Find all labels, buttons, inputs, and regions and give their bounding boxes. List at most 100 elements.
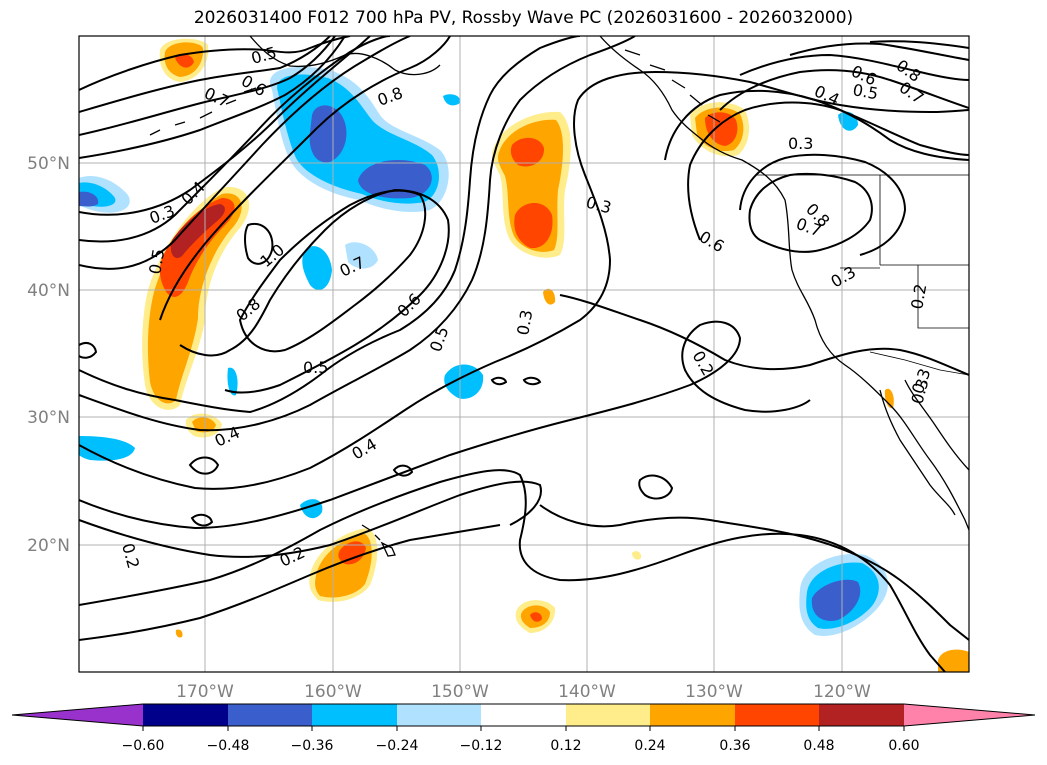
anomaly-positive-central: [514, 202, 553, 249]
anomaly-negative-west: [79, 191, 99, 207]
contour-label: 0.2: [907, 282, 930, 310]
coastline-aleutians: [149, 87, 257, 136]
contour-line: [79, 480, 542, 558]
contour-line: [79, 524, 501, 641]
contour-line: [188, 456, 220, 475]
pv-anomaly-shading: [79, 38, 969, 672]
colorbar-tick-label: −0.24: [376, 738, 419, 754]
longitude-axis: 170°W 160°W 150°W 140°W 130°W 120°W: [176, 682, 871, 702]
coastline-bc-islands: [624, 49, 721, 123]
lon-label-140w: 140°W: [558, 682, 616, 702]
colorbar-segment: [650, 704, 735, 726]
anomaly-positive-east: [705, 112, 738, 146]
colorbar-segment: [312, 704, 397, 726]
contour-line: [79, 36, 346, 159]
contour-line: [244, 222, 274, 265]
coastline-baja: [879, 389, 956, 516]
anomaly-positive-small: [175, 629, 183, 638]
anomaly-positive-north: [175, 54, 194, 68]
lon-label-150w: 150°W: [431, 682, 489, 702]
contour-line: [79, 469, 946, 672]
map-title: 2026031400 F012 700 hPa PV, Rossby Wave …: [193, 8, 854, 28]
anomaly-negative-small: [79, 436, 135, 461]
contour-line: [664, 89, 969, 161]
lat-label-50n: 50°N: [27, 154, 70, 174]
lat-label-30n: 30°N: [27, 408, 70, 428]
anomaly-positive-jet: [147, 193, 242, 404]
colorbar-tick-label: 0.60: [888, 738, 919, 754]
anomaly-positive-jet: [170, 204, 225, 259]
anomaly-negative-north: [358, 160, 432, 199]
contour-line: [559, 294, 969, 376]
colorbar-ticks: [142, 726, 905, 731]
anomaly-positive-small: [632, 551, 642, 560]
anomaly-positive-small: [938, 649, 969, 672]
contour-label: 0.5: [851, 80, 879, 103]
colorbar-segment: [228, 704, 312, 726]
anomaly-positive-south: [338, 541, 366, 565]
latitude-axis: 50°N 40°N 30°N 20°N: [27, 154, 70, 556]
contour-line: [179, 188, 450, 394]
contour-line: [739, 53, 969, 81]
contour-line: [79, 320, 811, 530]
colorbar-segment: [904, 704, 1035, 726]
contour-line: [490, 376, 508, 386]
anomaly-negative-southeast: [811, 579, 861, 621]
anomaly-negative-small: [345, 242, 378, 269]
border-states: [840, 175, 969, 329]
colorbar-segment: [819, 704, 904, 726]
contour-line: [79, 36, 411, 270]
contour-line: [79, 36, 331, 113]
anomaly-negative-small: [227, 367, 238, 396]
anomaly-positive-small: [192, 417, 216, 433]
contour-line: [79, 342, 98, 359]
colorbar-segment: [481, 704, 566, 726]
colorbar-tick-label: −0.60: [122, 738, 165, 754]
colorbar-tick-label: 0.48: [803, 738, 834, 754]
contour-line: [79, 36, 636, 432]
contour-line: [159, 36, 451, 321]
contour-line: [190, 513, 214, 527]
contour-line: [748, 172, 873, 253]
colorbar-segment: [735, 704, 819, 726]
colorbar-segment: [143, 704, 228, 726]
contour-label: 0.5: [145, 247, 168, 275]
contour-line: [522, 376, 542, 386]
contour-line: [687, 101, 969, 241]
contour-line: [79, 36, 336, 136]
lat-label-40n: 40°N: [27, 281, 70, 301]
border-us-mexico: [869, 351, 969, 376]
colorbar-segment: [566, 704, 650, 726]
colorbar-tick-label: −0.12: [460, 738, 503, 754]
contour-line: [238, 189, 427, 353]
coastline-north-america: [599, 36, 969, 531]
map-frame: [78, 35, 970, 673]
pv-contours: [79, 36, 969, 672]
anomaly-positive-small: [543, 288, 556, 305]
anomaly-negative-north: [309, 105, 347, 163]
anomaly-negative-small: [302, 246, 332, 290]
colorbar-tick-label: 0.36: [719, 738, 750, 754]
coastline-gulf-california: [904, 379, 969, 471]
colorbar-tick-label: −0.48: [207, 738, 250, 754]
lat-label-20n: 20°N: [27, 536, 70, 556]
colorbar-tick-label: 0.24: [634, 738, 665, 754]
contour-line: [869, 40, 969, 49]
colorbar-tick-label: 0.12: [550, 738, 581, 754]
lon-label-120w: 120°W: [813, 682, 871, 702]
anomaly-negative-small: [443, 94, 461, 106]
anomaly-positive-jet: [159, 198, 235, 297]
colorbar: −0.60 −0.48 −0.36 −0.24 −0.12 0.12 0.24 …: [11, 703, 1036, 754]
contour-line: [739, 153, 907, 256]
colorbar-tick-label: −0.36: [291, 738, 334, 754]
anomaly-positive-small: [884, 388, 894, 409]
contour-line: [79, 36, 391, 243]
anomaly-positive-central: [510, 137, 545, 167]
map-panel: 0.5 0.6 0.7 0.8 0.3 0.4 0.5 1.0 0.7 0.6 …: [78, 35, 970, 673]
contour-label: 0.5: [303, 358, 328, 377]
lon-label-170w: 170°W: [176, 682, 234, 702]
contour-line: [79, 36, 581, 414]
contour-label: 0.3: [788, 134, 813, 153]
contour-line: [539, 504, 969, 641]
